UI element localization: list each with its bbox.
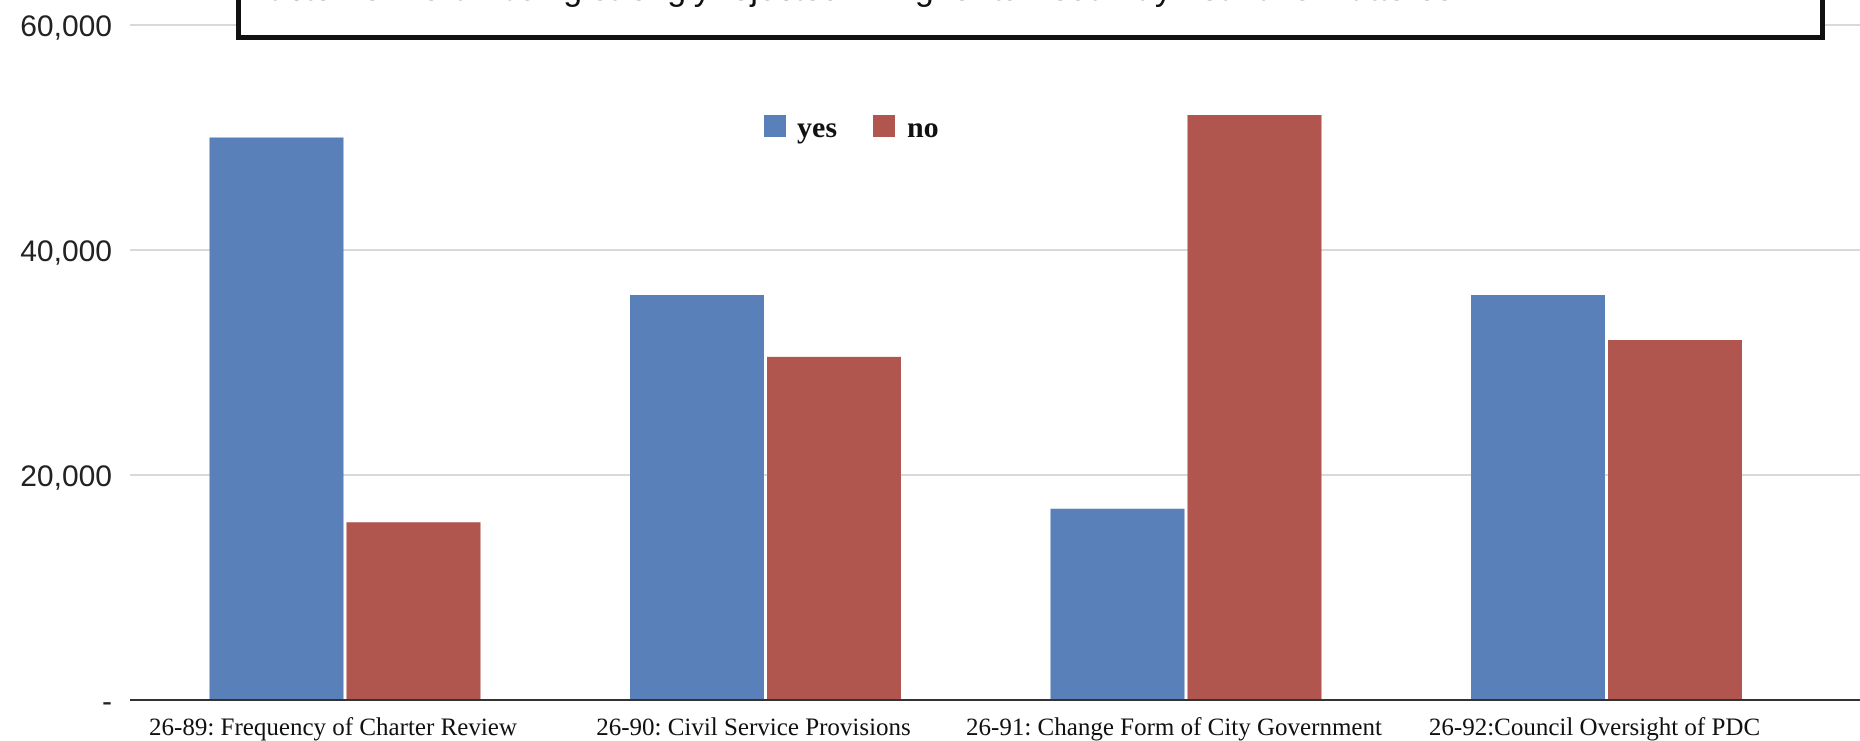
bar-yes <box>1471 295 1605 700</box>
y-axis-ticks: - 20,000 40,000 60,000 <box>20 10 112 718</box>
bar-no <box>767 356 901 700</box>
y-tick-label: 60,000 <box>20 10 112 43</box>
bar-no <box>346 522 481 700</box>
bar-yes <box>1050 508 1185 700</box>
y-tick-label: 40,000 <box>20 235 112 268</box>
bar-yes <box>209 137 344 700</box>
x-category-label: 26-92:Council Oversight of PDC <box>1429 714 1760 741</box>
bars <box>209 115 1742 700</box>
x-axis-labels: 26-89: Frequency of Charter Review 26-90:… <box>149 714 1760 741</box>
legend-label-no: no <box>907 111 939 144</box>
y-tick-label: - <box>102 685 112 718</box>
legend-label-yes: yes <box>797 111 837 144</box>
annotation-box: factor for 26-91 being strongly rejected… <box>236 0 1825 40</box>
x-category-label: 26-91: Change Form of City Government <box>966 714 1382 741</box>
legend-swatch-yes <box>764 115 786 137</box>
bar-no <box>1608 340 1742 700</box>
x-category-label: 26-89: Frequency of Charter Review <box>149 714 517 741</box>
legend: yes no <box>764 111 939 144</box>
x-category-label: 26-90: Civil Service Provisions <box>596 714 911 741</box>
bar-yes <box>630 295 764 700</box>
legend-swatch-no <box>873 115 895 137</box>
bar-no <box>1187 115 1322 700</box>
y-tick-label: 20,000 <box>20 460 112 493</box>
annotation-text: factor for 26-91 being strongly rejected… <box>259 0 1465 9</box>
